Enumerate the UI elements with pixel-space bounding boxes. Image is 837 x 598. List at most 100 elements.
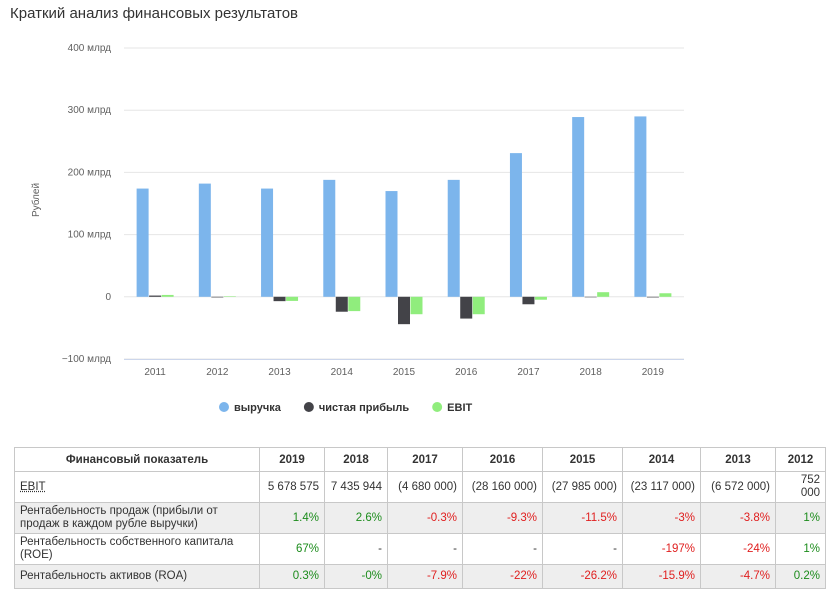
- bar-чистая прибыль-2012: [211, 296, 224, 298]
- x-tick-label: 2017: [517, 367, 540, 378]
- bar-EBIT-2011: [161, 294, 174, 297]
- bar-чистая прибыль-2018: [584, 296, 597, 298]
- table-cell: 1%: [775, 533, 826, 565]
- table-cell: -22%: [462, 564, 543, 589]
- table-cell: -: [462, 533, 543, 565]
- bar-EBIT-2016: [472, 296, 485, 315]
- table-cell: 2.6%: [324, 502, 388, 534]
- y-tick-label: 100 млрд: [68, 230, 112, 241]
- legend-label: чистая прибыль: [319, 402, 410, 414]
- header-year: 2019: [259, 447, 325, 472]
- table-cell: -9.3%: [462, 502, 543, 534]
- y-tick-label: 200 млрд: [68, 167, 112, 178]
- table-cell: (23 117 000): [622, 471, 701, 503]
- bars: [136, 116, 672, 325]
- bar-выручка-2014: [323, 179, 336, 297]
- bar-чистая прибыль-2019: [646, 296, 659, 298]
- x-tick-label: 2011: [144, 367, 166, 378]
- legend-marker: [219, 402, 229, 412]
- table-cell: 752 000: [775, 471, 826, 503]
- bar-чистая прибыль-2016: [460, 296, 473, 319]
- table-cell: -26.2%: [542, 564, 623, 589]
- x-tick-label: 2016: [455, 367, 478, 378]
- x-tick-label: 2013: [268, 367, 291, 378]
- table-cell: -7.9%: [387, 564, 463, 589]
- bar-чистая прибыль-2011: [149, 295, 162, 297]
- table-cell: 1%: [775, 502, 826, 534]
- row-label: Рентабельность продаж (прибыли от продаж…: [14, 502, 260, 534]
- bar-EBIT-2014: [348, 296, 361, 312]
- legend-marker: [303, 402, 314, 412]
- table-cell: -: [387, 533, 463, 565]
- bar-выручка-2016: [447, 179, 460, 297]
- table-cell: 1.4%: [259, 502, 325, 534]
- ebit-link[interactable]: EBIT: [20, 480, 46, 493]
- bar-чистая прибыль-2013: [273, 296, 286, 302]
- table-cell: (4 680 000): [387, 471, 463, 503]
- legend[interactable]: выручка чистая прибыль EBIT: [219, 402, 473, 414]
- table-cell: -4.7%: [700, 564, 776, 589]
- x-tick-label: 2018: [580, 367, 603, 378]
- table-cell: -: [324, 533, 388, 565]
- bar-выручка-2013: [261, 188, 274, 297]
- table-row: Рентабельность собственного капитала (RO…: [14, 533, 826, 565]
- table-row: Рентабельность активов (ROA) 0.3% -0% -7.9%…: [14, 564, 826, 589]
- legend-item-чистая прибыль[interactable]: чистая прибыль: [303, 402, 410, 414]
- page-title: Краткий анализ финансовых результатов: [10, 5, 299, 22]
- header-year: 2017: [387, 447, 463, 472]
- table-cell: -0.3%: [387, 502, 463, 534]
- header-year: 2015: [542, 447, 623, 472]
- y-tick-label: 0: [105, 292, 111, 303]
- table-cell: 0.3%: [259, 564, 325, 589]
- row-label[interactable]: EBIT: [14, 471, 260, 503]
- bar-чистая прибыль-2017: [522, 296, 535, 305]
- x-tick-label: 2019: [642, 367, 665, 378]
- y-axis-label: Рублей: [30, 183, 42, 217]
- bar-EBIT-2013: [286, 296, 299, 301]
- table-cell: -0%: [324, 564, 388, 589]
- header-year: 2014: [622, 447, 701, 472]
- x-tick-label: 2014: [331, 367, 354, 378]
- legend-item-выручка[interactable]: выручка: [219, 402, 282, 414]
- header-year: 2013: [700, 447, 776, 472]
- bar-выручка-2011: [136, 188, 149, 297]
- table-cell: 7 435 944: [324, 471, 388, 503]
- legend-label: выручка: [234, 402, 282, 414]
- table-cell: 67%: [259, 533, 325, 565]
- bar-выручка-2012: [198, 183, 211, 297]
- row-label: Рентабельность активов (ROA): [14, 564, 260, 589]
- legend-item-EBIT[interactable]: EBIT: [432, 402, 473, 414]
- bar-чистая прибыль-2014: [335, 296, 348, 312]
- table-cell: -11.5%: [542, 502, 623, 534]
- table-cell: (27 985 000): [542, 471, 623, 503]
- table-cell: -197%: [622, 533, 701, 565]
- y-tick-label: 400 млрд: [68, 43, 112, 54]
- table-cell: 5 678 575: [259, 471, 325, 503]
- table-cell: -: [542, 533, 623, 565]
- bar-выручка-2019: [634, 116, 647, 297]
- bar-EBIT-2017: [534, 296, 547, 300]
- bar-выручка-2015: [385, 191, 398, 297]
- legend-label: EBIT: [447, 402, 472, 414]
- bar-чистая прибыль-2015: [398, 296, 410, 325]
- bar-выручка-2018: [572, 117, 585, 297]
- header-indicator: Финансовый показатель: [14, 447, 260, 472]
- legend-marker: [432, 402, 443, 412]
- table-cell: (28 160 000): [462, 471, 543, 503]
- y-tick-label: −100 млрд: [62, 354, 111, 365]
- row-label: Рентабельность собственного капитала (RO…: [14, 533, 260, 565]
- bar-EBIT-2019: [659, 293, 672, 297]
- financial-results-chart: 400 млрд 300 млрд 200 млрд 100 млрд 0 −100 мл…: [30, 43, 684, 414]
- header-year: 2018: [324, 447, 388, 472]
- table-row: Рентабельность продаж (прибыли от продаж…: [14, 502, 826, 534]
- table-row: EBIT 5 678 575 7 435 944 (4 680 000) (28 160…: [14, 471, 826, 503]
- financial-indicators-table: Финансовый показатель 2019 2018 2017 2016 201…: [14, 447, 826, 589]
- table-cell: -15.9%: [622, 564, 701, 589]
- y-tick-label: 300 млрд: [68, 105, 112, 116]
- table-cell: (6 572 000): [700, 471, 776, 503]
- table-cell: -24%: [700, 533, 776, 565]
- bar-EBIT-2015: [410, 296, 423, 315]
- table-cell: -3%: [622, 502, 701, 534]
- y-axis-ticks: 400 млрд 300 млрд 200 млрд 100 млрд 0 −100 мл…: [62, 43, 112, 365]
- header-year: 2016: [462, 447, 543, 472]
